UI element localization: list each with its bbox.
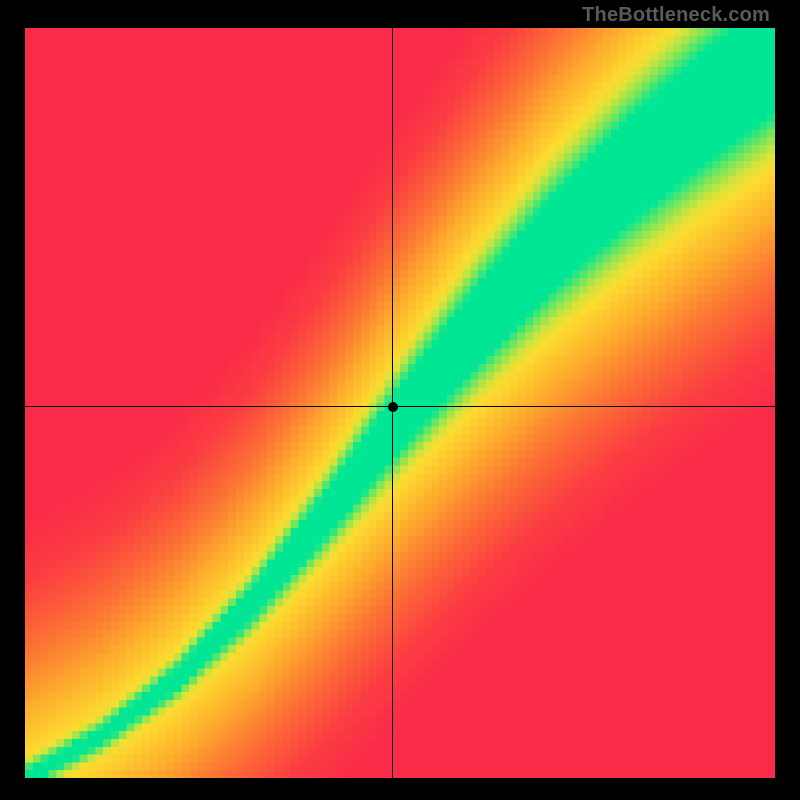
bottleneck-heatmap	[25, 28, 775, 778]
chart-frame: TheBottleneck.com	[0, 0, 800, 800]
crosshair-marker	[388, 402, 398, 412]
watermark-text: TheBottleneck.com	[582, 4, 770, 27]
crosshair-horizontal	[25, 406, 775, 407]
